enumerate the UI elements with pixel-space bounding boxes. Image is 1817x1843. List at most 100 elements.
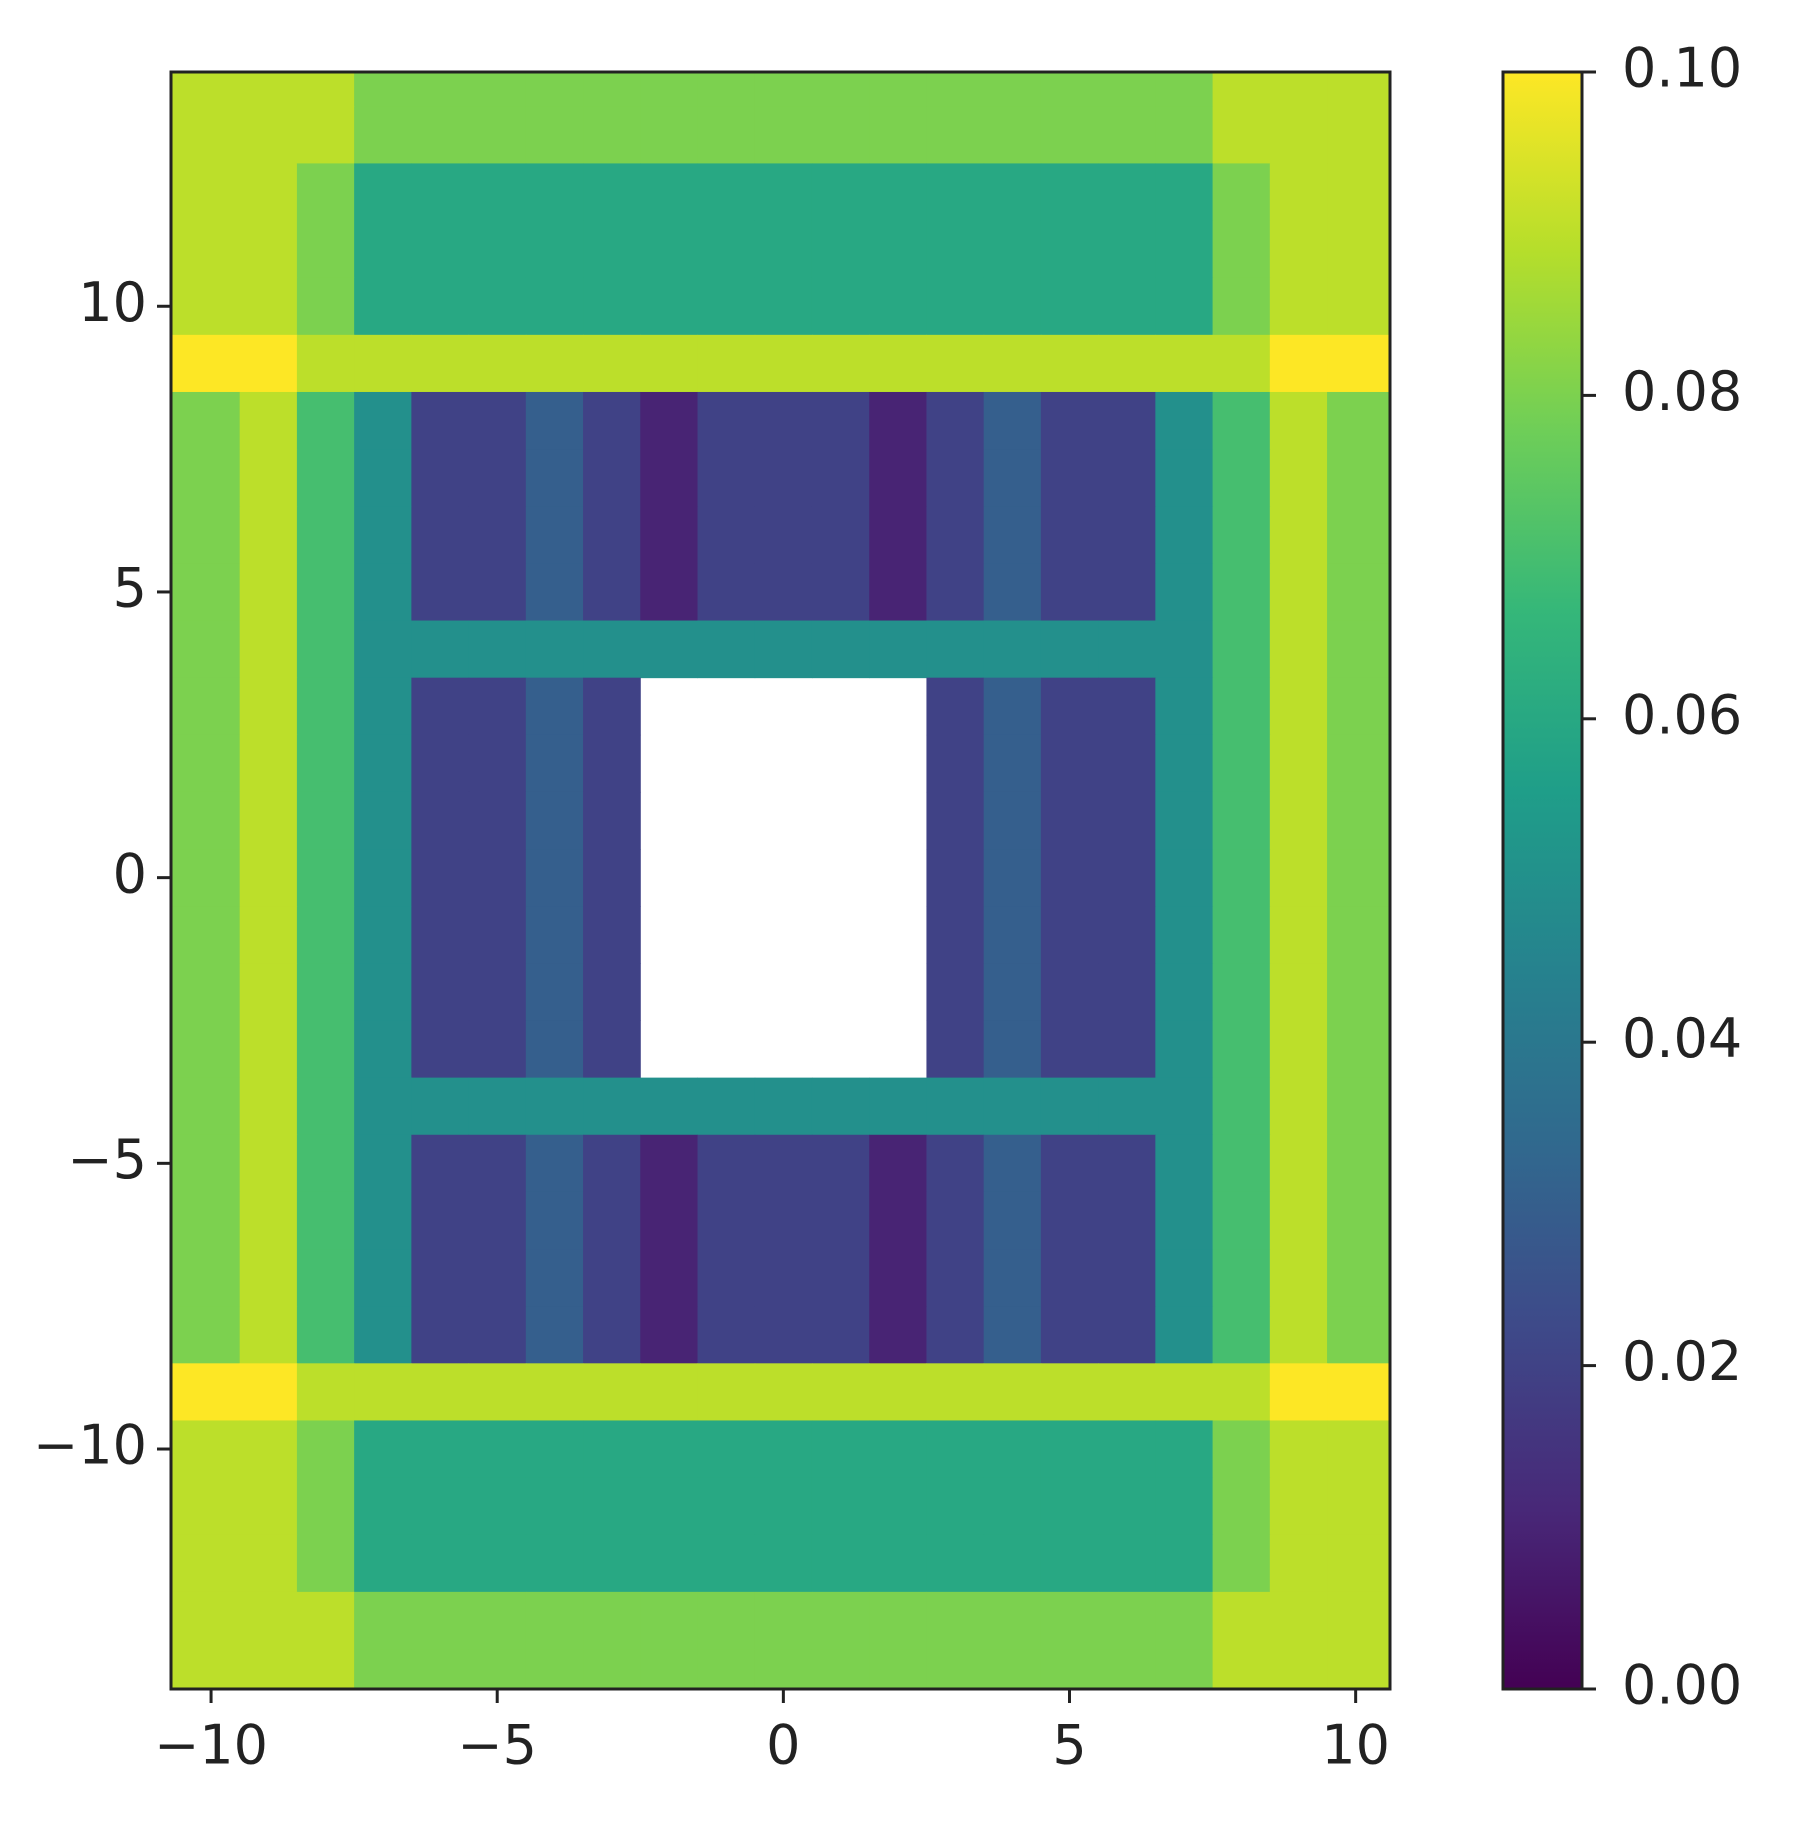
heatmap-cell <box>869 1420 927 1479</box>
heatmap-cell <box>926 220 985 279</box>
heatmap-cell <box>583 1020 641 1079</box>
heatmap-cell <box>1212 334 1271 393</box>
colorbar-tick-label: 0.06 <box>1622 683 1742 746</box>
heatmap-cell <box>1098 1420 1156 1479</box>
heatmap-cell <box>239 1020 298 1079</box>
heatmap-cell <box>296 163 355 222</box>
heatmap-cell <box>1212 220 1271 279</box>
heatmap-cell <box>171 620 241 679</box>
heatmap-cell <box>869 1649 927 1689</box>
heatmap-cell <box>1098 906 1156 964</box>
heatmap-cell <box>468 1020 527 1079</box>
heatmap-cell <box>869 163 927 222</box>
heatmap-cell <box>525 791 584 850</box>
heatmap-cell <box>296 734 355 793</box>
colorbar <box>1501 70 1584 1691</box>
heatmap-cell <box>354 1591 412 1650</box>
heatmap-cell <box>296 72 355 107</box>
heatmap-cell <box>525 1534 584 1593</box>
heatmap-cell <box>983 1591 1042 1650</box>
heatmap-cell <box>926 1020 985 1079</box>
heatmap-cell <box>239 677 298 736</box>
heatmap-cell <box>869 1134 927 1193</box>
heatmap-cell <box>697 1134 756 1193</box>
heatmap-cell <box>583 906 641 964</box>
heatmap-cell <box>296 1534 355 1593</box>
heatmap-cell <box>1327 334 1390 393</box>
heatmap-cell <box>926 791 985 850</box>
heatmap-cell <box>296 849 355 907</box>
heatmap-cell <box>411 1649 470 1689</box>
heatmap-cell <box>1040 220 1099 279</box>
heatmap-cell <box>811 277 870 336</box>
x-tick-label: 10 <box>1321 1714 1390 1777</box>
heatmap-cell <box>171 1077 241 1136</box>
heatmap-cell <box>296 1306 355 1364</box>
heatmap-cell <box>239 1477 298 1536</box>
heatmap-cell <box>926 1306 985 1364</box>
heatmap <box>171 72 1390 1689</box>
heatmap-cell <box>811 391 870 450</box>
heatmap-cell <box>583 449 641 507</box>
heatmap-cell <box>583 1306 641 1364</box>
heatmap-cell <box>354 1477 412 1536</box>
heatmap-cell <box>525 1020 584 1079</box>
heatmap-cell <box>1269 277 1328 336</box>
heatmap-cell <box>869 1077 927 1136</box>
heatmap-cell <box>468 220 527 279</box>
heatmap-cell <box>926 277 985 336</box>
heatmap-cell <box>171 334 241 393</box>
heatmap-cell <box>171 163 241 222</box>
heatmap-cell <box>411 563 470 622</box>
heatmap-cell <box>583 1134 641 1193</box>
heatmap-cell <box>983 449 1042 507</box>
heatmap-cell <box>811 1249 870 1307</box>
heatmap-cell <box>354 1306 412 1364</box>
heatmap-cell <box>354 1363 412 1421</box>
heatmap-cell <box>926 1363 985 1421</box>
heatmap-cell <box>468 163 527 222</box>
heatmap-cell <box>983 791 1042 850</box>
heatmap-cell <box>697 72 756 107</box>
colorbar-tick-label: 0.04 <box>1622 1007 1742 1070</box>
heatmap-cell <box>811 1191 870 1250</box>
heatmap-cell <box>468 1534 527 1593</box>
heatmap-cell <box>983 220 1042 279</box>
x-tick-label: 5 <box>1052 1714 1086 1777</box>
heatmap-cell <box>354 334 412 393</box>
heatmap-cell <box>296 277 355 336</box>
heatmap-cell <box>1327 849 1390 907</box>
y-tick-label: 10 <box>78 271 147 334</box>
heatmap-cell <box>1040 563 1099 622</box>
heatmap-cell <box>697 1591 756 1650</box>
heatmap-cell <box>354 1249 412 1307</box>
heatmap-cell <box>1155 1249 1214 1307</box>
heatmap-cell <box>525 1249 584 1307</box>
heatmap-cell <box>525 906 584 964</box>
heatmap-cell <box>354 963 412 1021</box>
heatmap-cell <box>296 1191 355 1250</box>
heatmap-cell <box>983 1306 1042 1364</box>
heatmap-cell <box>754 449 813 507</box>
heatmap-cell <box>1327 906 1390 964</box>
heatmap-cell <box>296 106 355 164</box>
y-tick-label: 5 <box>113 557 147 620</box>
heatmap-cell <box>869 72 927 107</box>
heatmap-cell <box>239 220 298 279</box>
heatmap-cell <box>525 677 584 736</box>
heatmap-cell <box>354 163 412 222</box>
heatmap-cell <box>1212 677 1271 736</box>
heatmap-cell <box>411 334 470 393</box>
heatmap-cell <box>468 1249 527 1307</box>
heatmap-cell <box>296 791 355 850</box>
heatmap-cell <box>1155 1077 1214 1136</box>
y-tick-label: 0 <box>113 842 147 905</box>
heatmap-cell <box>697 1420 756 1479</box>
heatmap-cell <box>171 277 241 336</box>
heatmap-cell <box>754 1306 813 1364</box>
heatmap-cell <box>1327 1649 1390 1689</box>
heatmap-cell <box>296 334 355 393</box>
x-tick-label: −5 <box>457 1714 537 1777</box>
heatmap-cell <box>1269 1534 1328 1593</box>
heatmap-cell <box>1155 1420 1214 1479</box>
